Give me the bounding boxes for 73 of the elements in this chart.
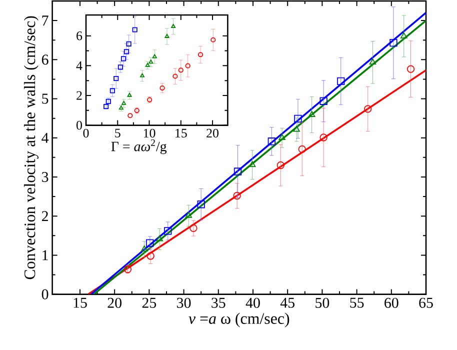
point (128, 113, 133, 118)
y-tick-label: 6 (76, 32, 82, 40)
point (114, 76, 119, 82)
y-tick-label: 0 (42, 289, 48, 300)
point (294, 114, 302, 123)
x-tick-label: 25 (142, 298, 156, 308)
point (198, 52, 204, 58)
point (308, 110, 316, 117)
point (233, 192, 241, 200)
x-tick-label: 60 (384, 298, 398, 308)
x-tick-label: 30 (177, 298, 191, 308)
x-tick-label: 0 (83, 128, 89, 138)
point (337, 77, 345, 86)
point (178, 68, 184, 73)
point (400, 32, 408, 38)
point (364, 105, 372, 113)
y-tick-label: 1 (42, 250, 48, 260)
point (293, 126, 300, 132)
x-tick-label: 10 (144, 128, 156, 138)
x-axis-title: Γ = aω$^{2}$/g (111, 139, 167, 154)
point (156, 235, 163, 242)
x-tick-label: 45 (280, 298, 294, 308)
point (146, 252, 154, 260)
x-tick-label: 5 (115, 128, 120, 138)
point (234, 168, 242, 176)
point (248, 161, 256, 167)
x-axis-title: v =a ω (cm/sec) (188, 312, 290, 328)
point (140, 73, 144, 78)
y-tick-label: 3 (42, 172, 48, 182)
point (185, 212, 192, 218)
point (268, 138, 276, 146)
point (320, 134, 328, 142)
y-tick-label: 0 (76, 120, 82, 130)
y-axis-title: Convection velocity at the walls (cm/sec) (24, 16, 38, 280)
y-tick-label: 2 (42, 211, 48, 222)
point (164, 227, 172, 235)
point (152, 54, 157, 58)
point (185, 63, 190, 68)
point (320, 97, 328, 105)
x-tick-label: 20 (206, 128, 218, 138)
point (164, 34, 170, 38)
x-tick-label: 20 (108, 298, 122, 308)
x-tick-label: 35 (212, 298, 226, 308)
point (110, 88, 115, 94)
y-tick-label: 4 (42, 132, 49, 143)
point (210, 37, 216, 42)
point (298, 145, 306, 154)
point (124, 265, 132, 274)
point (118, 64, 124, 70)
point (140, 245, 148, 252)
y-tick-label: 4 (76, 61, 82, 70)
point (120, 56, 126, 62)
x-tick-label: 40 (246, 298, 260, 308)
y-tick-label: 2 (76, 91, 82, 100)
point (190, 224, 198, 232)
x-tick-label: 15 (74, 298, 87, 308)
x-tick-label: 15 (176, 128, 187, 138)
y-tick-label: 7 (42, 16, 48, 26)
y-tick-label: 6 (42, 54, 48, 65)
point (172, 74, 178, 79)
point (390, 39, 398, 47)
point (197, 200, 205, 208)
point (276, 161, 285, 170)
point (132, 27, 138, 32)
point (160, 85, 165, 91)
x-tick-label: 50 (316, 298, 330, 308)
x-tick-label: 55 (350, 298, 364, 308)
point (369, 58, 376, 65)
x-tick-label: 65 (419, 298, 433, 308)
point (406, 65, 415, 73)
point (278, 134, 286, 140)
point (171, 24, 176, 28)
y-tick-label: 5 (42, 94, 48, 104)
